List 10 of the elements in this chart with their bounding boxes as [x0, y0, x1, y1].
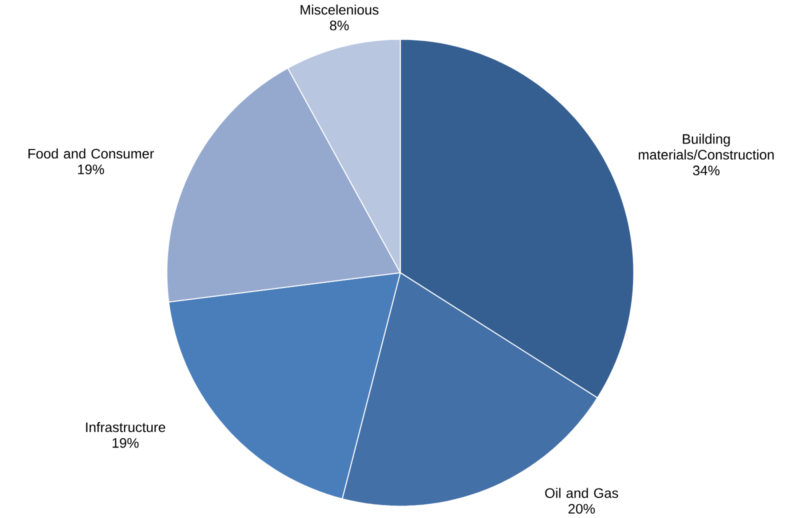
- data-label: 34%: [693, 165, 720, 176]
- slice-label: Food and Consumer: [28, 148, 154, 158]
- data-label: 8%: [330, 20, 349, 30]
- data-label: 20%: [568, 504, 595, 514]
- slice-label: Miscelenious: [300, 4, 378, 15]
- data-label: 19%: [78, 164, 104, 174]
- slice-label: Oil and Gas: [545, 488, 618, 498]
- slice-label: Building materials/Construction: [638, 134, 774, 160]
- data-label: 19%: [112, 438, 139, 448]
- slice-label: Infrastructure: [86, 422, 166, 432]
